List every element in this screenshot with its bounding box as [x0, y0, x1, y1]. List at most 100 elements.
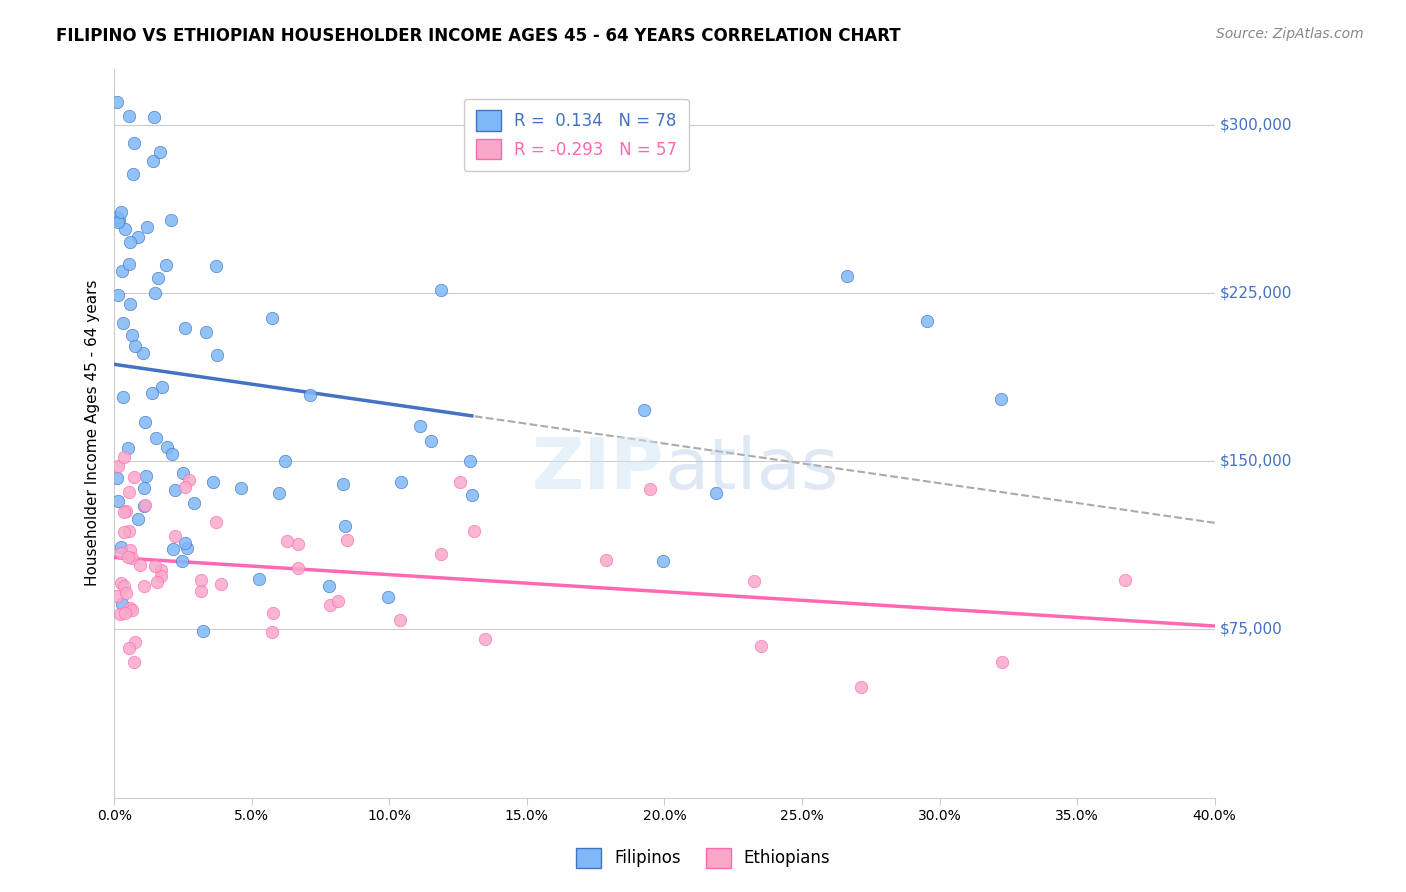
- Point: [121, 603, 143, 617]
- Point: [145, 431, 167, 445]
- Point: [112, 316, 135, 330]
- Point: [111, 263, 134, 277]
- Point: [110, 546, 132, 560]
- Point: [146, 574, 169, 589]
- Point: [134, 416, 156, 430]
- Point: [105, 95, 128, 110]
- Point: [742, 574, 765, 588]
- Point: [107, 494, 129, 508]
- Point: [463, 524, 485, 539]
- Point: [127, 512, 149, 526]
- Point: [124, 338, 146, 352]
- Point: [195, 325, 218, 339]
- Point: [430, 283, 453, 297]
- Point: [229, 481, 252, 495]
- Point: [990, 655, 1012, 669]
- Y-axis label: Householder Income Ages 45 - 64 years: Householder Income Ages 45 - 64 years: [86, 280, 100, 586]
- Point: [262, 311, 284, 326]
- Point: [155, 258, 177, 272]
- Point: [143, 285, 166, 300]
- Point: [112, 579, 135, 593]
- Text: atlas: atlas: [665, 435, 839, 504]
- Point: [120, 235, 142, 249]
- Point: [121, 328, 143, 343]
- Point: [114, 606, 136, 620]
- Point: [118, 256, 141, 270]
- Point: [458, 453, 481, 467]
- Point: [298, 388, 321, 402]
- Point: [633, 403, 655, 417]
- Point: [262, 624, 284, 639]
- Point: [474, 632, 496, 647]
- Point: [117, 641, 139, 656]
- Point: [849, 680, 872, 694]
- Point: [122, 470, 145, 484]
- Point: [150, 563, 173, 577]
- Point: [336, 533, 359, 548]
- Point: [131, 346, 153, 360]
- Point: [114, 221, 136, 235]
- Text: $75,000: $75,000: [1220, 622, 1282, 637]
- Point: [267, 486, 290, 500]
- Point: [170, 554, 193, 568]
- Point: [165, 483, 187, 498]
- Point: [115, 586, 138, 600]
- Point: [132, 499, 155, 513]
- Point: [122, 655, 145, 669]
- Point: [419, 434, 441, 448]
- Point: [132, 481, 155, 495]
- Point: [118, 484, 141, 499]
- Legend: R =  0.134   N = 78, R = -0.293   N = 57: R = 0.134 N = 78, R = -0.293 N = 57: [464, 99, 689, 171]
- Point: [135, 220, 157, 235]
- Point: [332, 476, 354, 491]
- Point: [160, 447, 183, 461]
- Point: [112, 505, 135, 519]
- Point: [160, 212, 183, 227]
- Point: [107, 215, 129, 229]
- Point: [105, 590, 128, 604]
- Point: [120, 297, 142, 311]
- Point: [262, 606, 284, 620]
- Point: [1114, 573, 1136, 587]
- Point: [124, 635, 146, 649]
- Point: [122, 136, 145, 150]
- Point: [120, 542, 142, 557]
- Point: [276, 534, 298, 549]
- Point: [110, 204, 132, 219]
- Point: [274, 454, 297, 468]
- Point: [595, 553, 617, 567]
- Point: [114, 524, 136, 539]
- Point: [142, 110, 165, 124]
- Point: [127, 229, 149, 244]
- Point: [207, 348, 229, 362]
- Point: [917, 314, 939, 328]
- Point: [409, 419, 432, 434]
- Point: [183, 496, 205, 510]
- Point: [107, 288, 129, 302]
- Point: [460, 488, 482, 502]
- Point: [835, 269, 858, 284]
- Text: $225,000: $225,000: [1220, 285, 1292, 301]
- Point: [110, 540, 132, 554]
- Point: [114, 504, 136, 518]
- Point: [135, 469, 157, 483]
- Point: [190, 583, 212, 598]
- Point: [118, 109, 141, 123]
- Point: [107, 459, 129, 474]
- Point: [201, 475, 224, 489]
- Point: [176, 541, 198, 555]
- Point: [704, 486, 727, 500]
- Point: [205, 516, 228, 530]
- Point: [205, 260, 228, 274]
- Point: [333, 518, 356, 533]
- Point: [174, 321, 197, 335]
- Point: [105, 210, 128, 224]
- Point: [190, 574, 212, 588]
- Point: [118, 601, 141, 615]
- Point: [990, 392, 1012, 406]
- Point: [149, 145, 172, 160]
- Point: [638, 482, 661, 496]
- Point: [105, 471, 128, 485]
- Legend: Filipinos, Ethiopians: Filipinos, Ethiopians: [569, 841, 837, 875]
- Point: [132, 579, 155, 593]
